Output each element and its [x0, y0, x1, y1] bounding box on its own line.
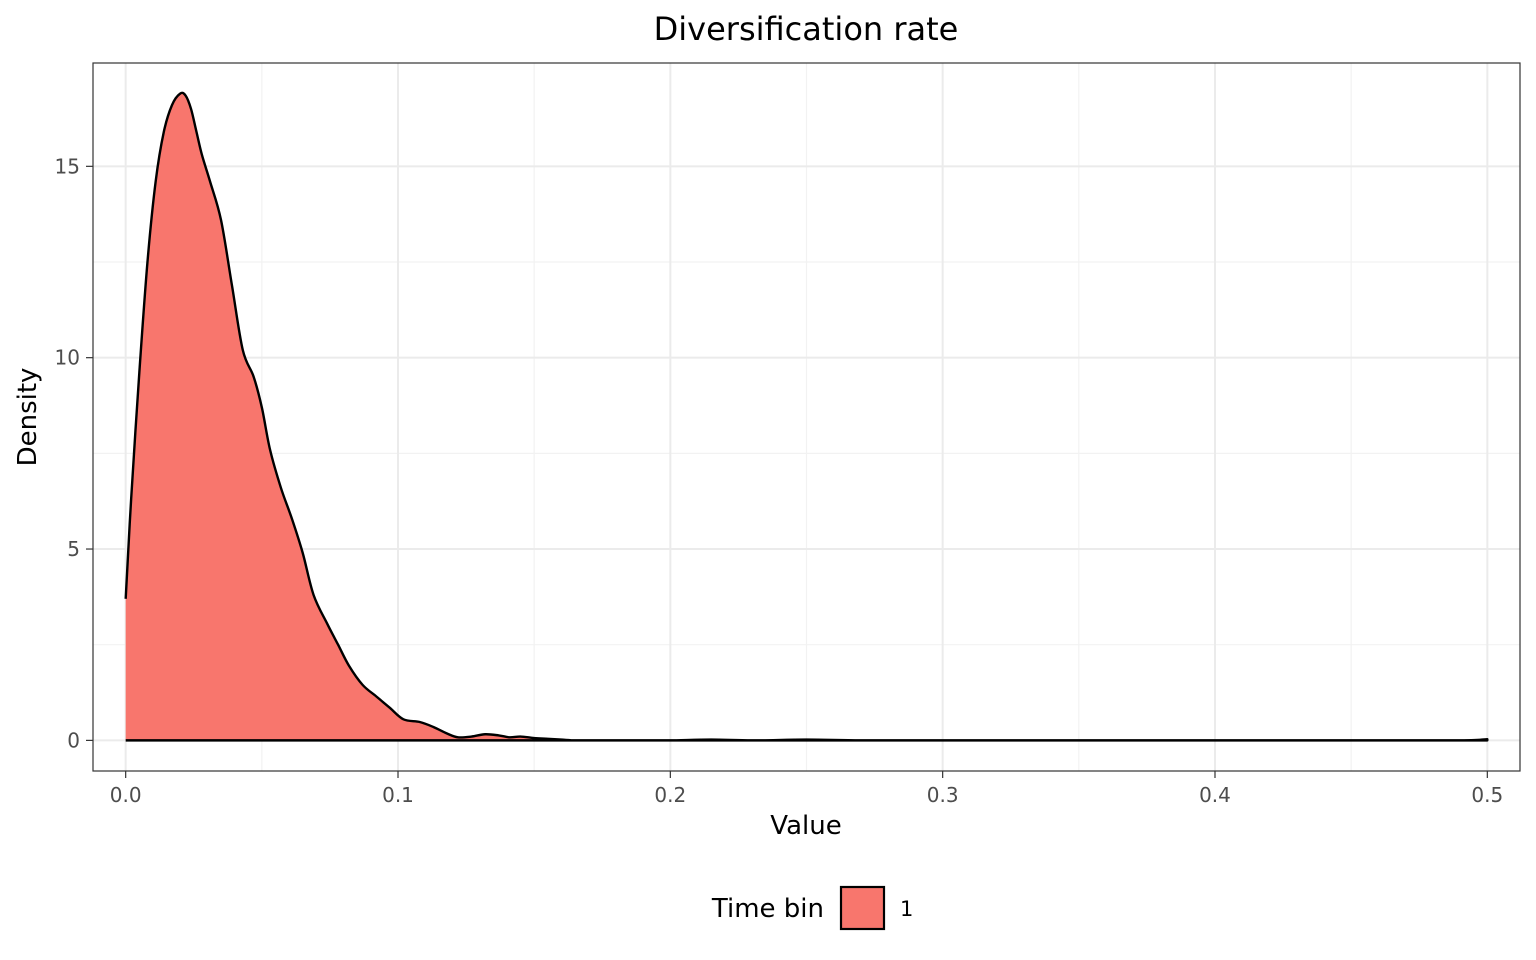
x-tick-label: 0.2 [654, 783, 686, 807]
density-outline [124, 91, 1489, 742]
plot-panel [92, 62, 1521, 772]
x-tick-label: 0.3 [927, 783, 959, 807]
density-area [125, 92, 1488, 741]
x-tick-label: 0.4 [1199, 783, 1231, 807]
y-tick-label: 15 [55, 154, 80, 178]
legend-label: 1 [900, 897, 913, 921]
legend-title: Time bin [711, 894, 824, 924]
x-tick-label: 0.5 [1471, 783, 1503, 807]
y-tick-label: 10 [55, 346, 80, 370]
legend: Time bin 1 [711, 885, 913, 931]
legend-key [839, 885, 886, 931]
panel-border [92, 62, 1521, 772]
grid-minor [93, 63, 1520, 771]
x-tick-label: 0.0 [110, 783, 142, 807]
x-axis: 0.0 0.1 0.2 0.3 0.4 0.5 [110, 771, 1503, 807]
chart-title: Diversification rate [654, 10, 959, 48]
y-tick-label: 0 [67, 728, 80, 752]
y-axis: 0 5 10 15 [55, 154, 93, 752]
x-tick-label: 0.1 [382, 783, 414, 807]
y-axis-title: Density [13, 368, 43, 467]
y-tick-label: 5 [67, 537, 80, 561]
x-axis-title: Value [770, 811, 841, 841]
